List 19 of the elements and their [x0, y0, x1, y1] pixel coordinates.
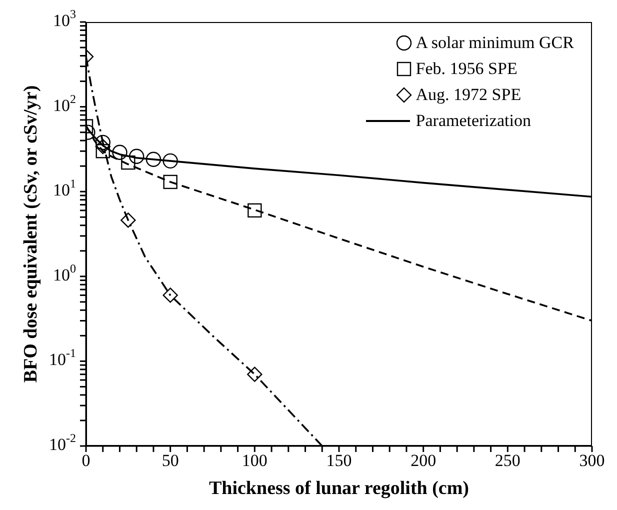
- y-tick-label: 10$^{1}$: [53, 176, 76, 200]
- y-axis-title: BFO dose equivalent (cSv, or cSv/yr): [20, 85, 42, 383]
- y-tick-label: 10$^{3}$: [53, 6, 76, 30]
- y-tick-label: 10$^{2}$: [53, 92, 76, 115]
- x-tick-label: 0: [82, 451, 90, 470]
- legend-label: Feb. 1956 SPE: [416, 58, 518, 80]
- x-tick-label: 250: [494, 451, 520, 470]
- x-tick-label: 300: [579, 451, 605, 470]
- legend-label: A solar minimum GCR: [416, 32, 574, 54]
- x-tick-label: 150: [326, 451, 352, 470]
- x-tick-label: 100: [242, 451, 268, 470]
- y-tick-label: 10$^{-1}$: [49, 346, 76, 370]
- x-axis-title: Thickness of lunar regolith (cm): [208, 478, 470, 499]
- legend-label: Aug. 1972 SPE: [416, 84, 522, 106]
- legend-label: Parameterization: [416, 110, 531, 132]
- x-tick-label: 50: [162, 451, 179, 470]
- y-tick-label: 10$^{0}$: [53, 261, 76, 284]
- y-tick-label: 10$^{-2}$: [49, 430, 76, 454]
- x-tick-label: 200: [410, 451, 436, 470]
